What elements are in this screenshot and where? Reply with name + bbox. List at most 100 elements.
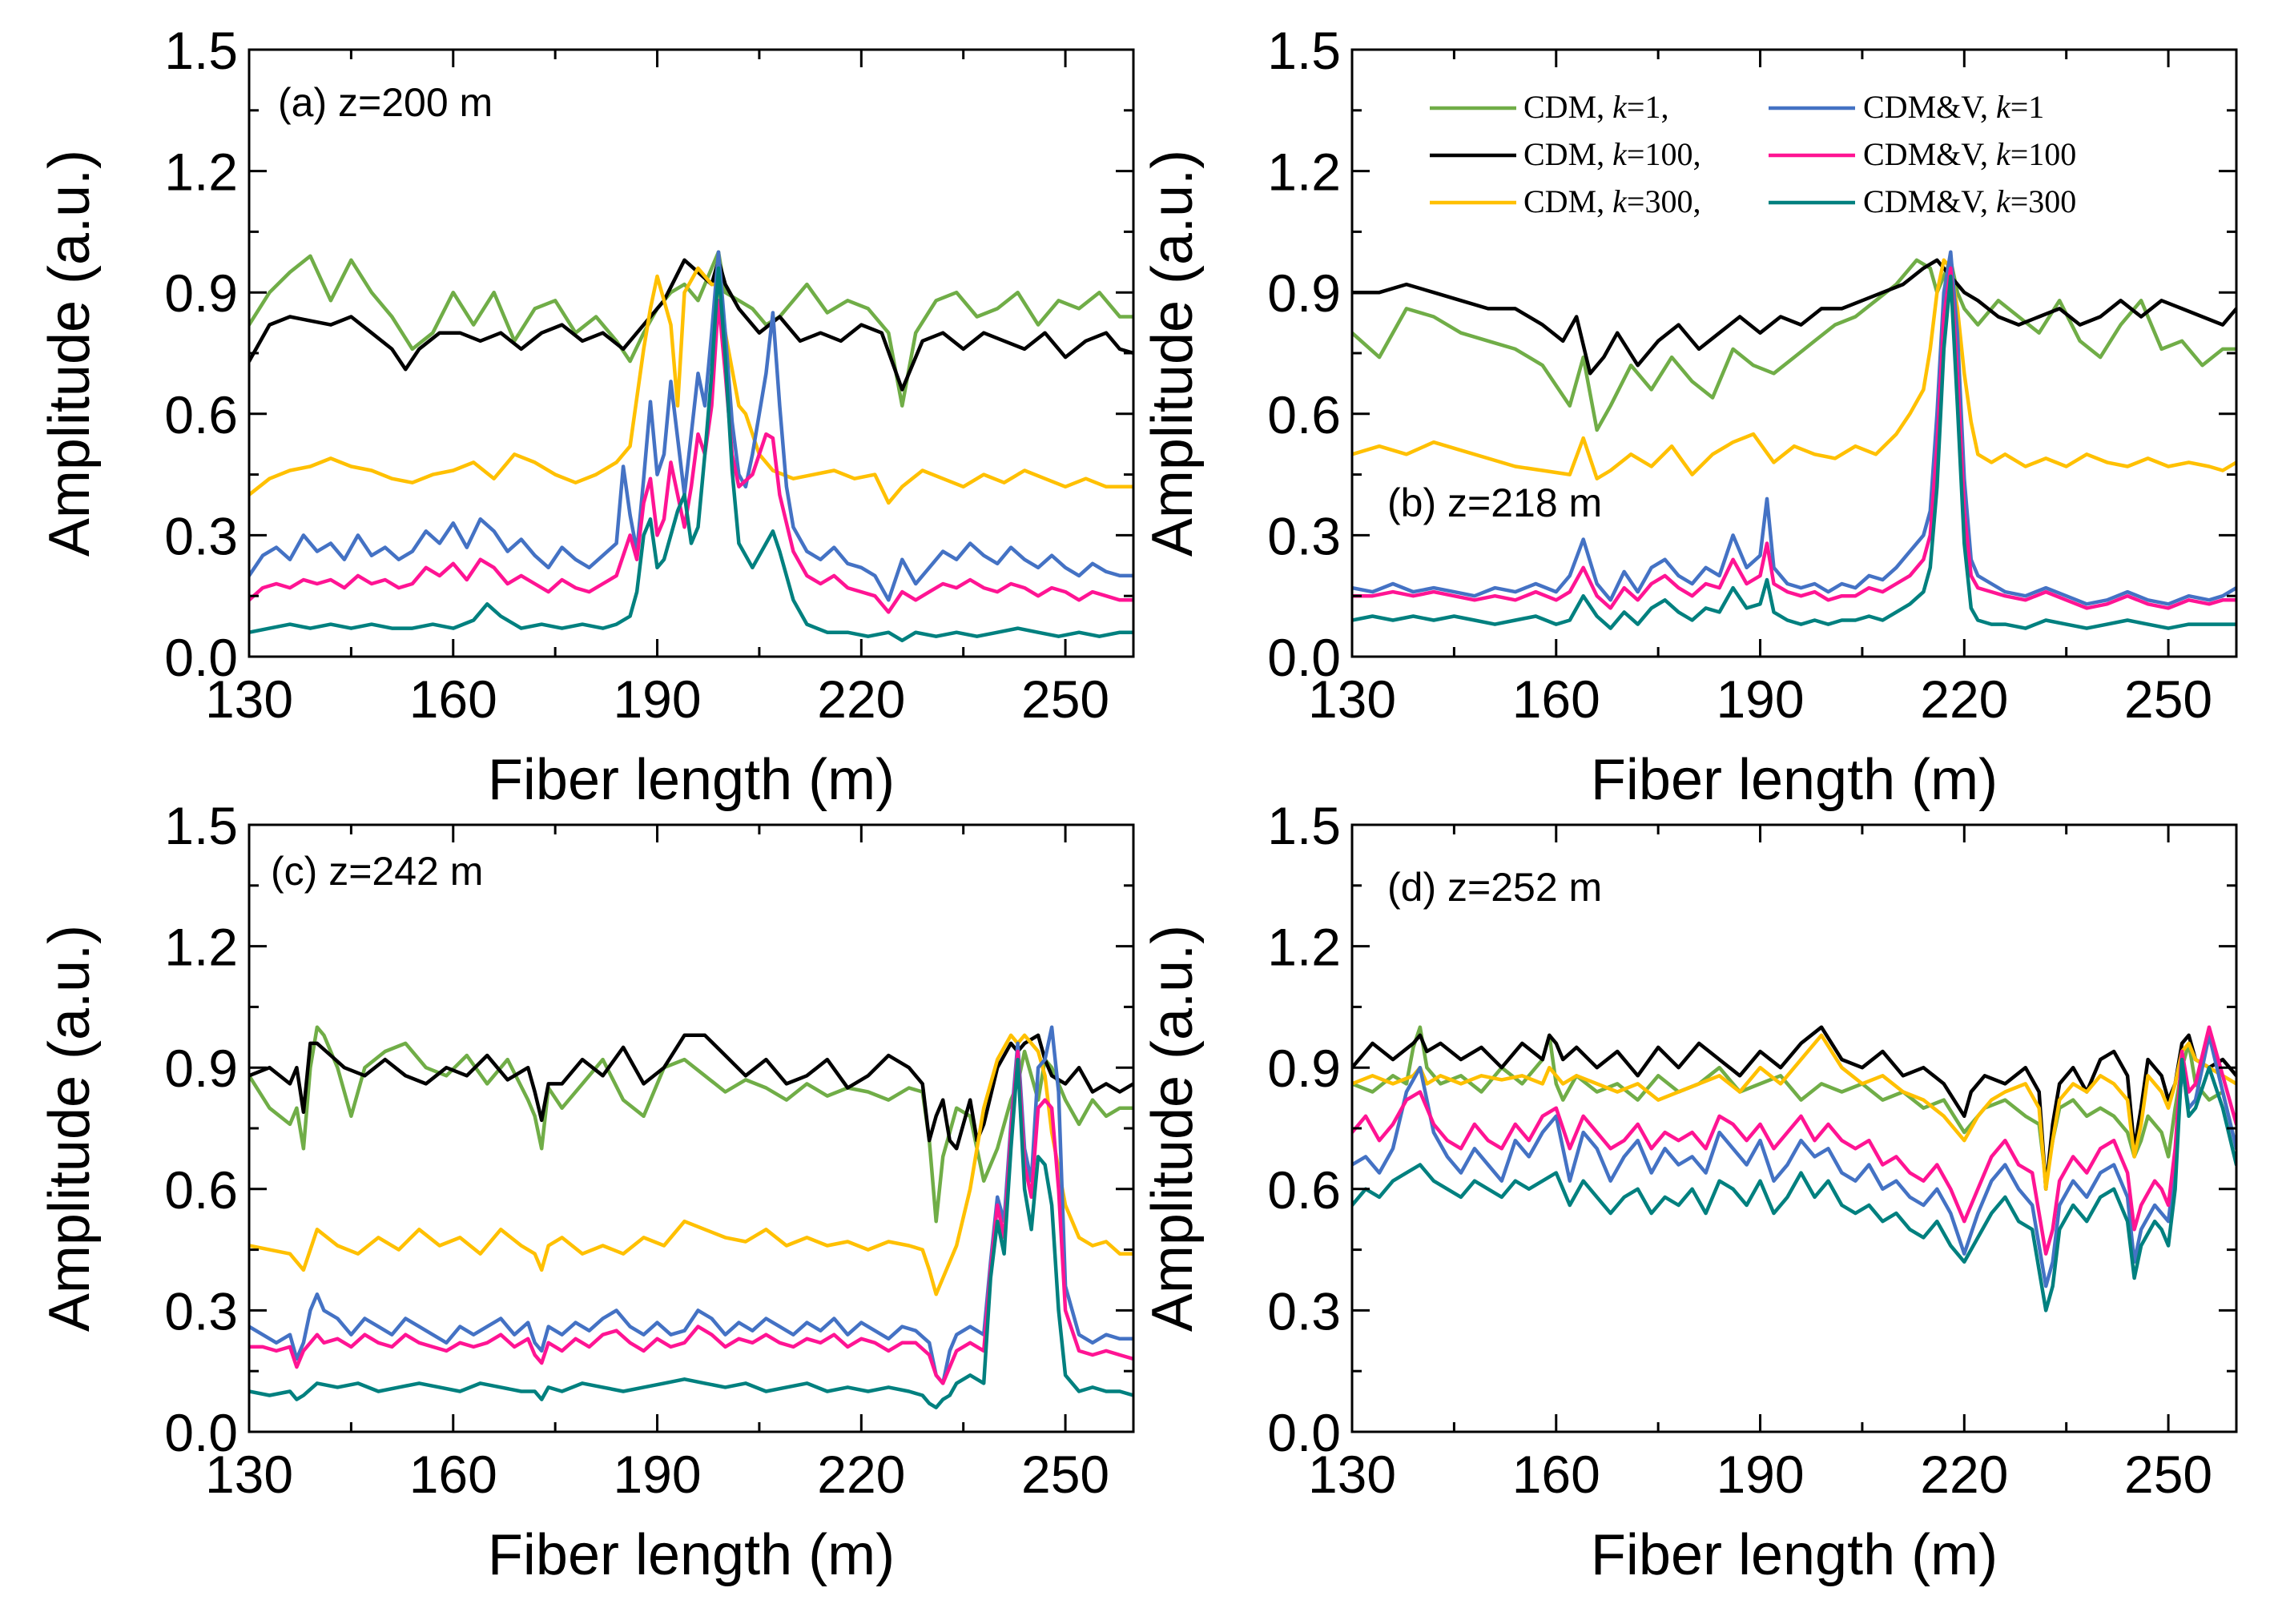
y-tick-label-a: 0.9 <box>164 263 238 323</box>
panel-a-series-group <box>249 250 1133 643</box>
series-line-b-2 <box>1352 258 2236 376</box>
legend-label-5: CDM&V, k=100 <box>1863 136 2076 172</box>
legend-label-prefix: CDM, <box>1523 136 1612 172</box>
series-line-a-6 <box>249 266 1133 643</box>
plot-frame-c <box>248 823 1135 1433</box>
legend-label-3: CDM, k=300, <box>1523 183 1700 219</box>
legend-label-suffix: =100 <box>2010 136 2077 172</box>
legend-label-1: CDM, k=1, <box>1523 89 1668 125</box>
y-tick-label-b: 0.0 <box>1267 628 1341 687</box>
legend-label-suffix: =1, <box>1627 89 1669 125</box>
y-axis-title-c: Amplitude (a.u.) <box>38 925 102 1332</box>
legend-label-prefix: CDM&V, <box>1863 89 1996 125</box>
legend-label-suffix: =300 <box>2010 183 2077 219</box>
panel-label-c: (c) z=242 m <box>271 849 483 894</box>
legend-label-prefix: CDM&V, <box>1863 136 1996 172</box>
series-line-a-3 <box>249 266 1133 505</box>
x-tick-label-b: 130 <box>1308 669 1396 729</box>
y-tick-label-a: 1.5 <box>164 21 238 80</box>
y-tick-label-c: 0.9 <box>164 1039 238 1098</box>
legend-label-prefix: CDM, <box>1523 89 1612 125</box>
series-line-b-4 <box>1352 250 2236 606</box>
y-tick-label-c: 0.3 <box>164 1281 238 1341</box>
y-tick-label-c: 0.0 <box>164 1403 238 1462</box>
panel-label-d: (d) z=252 m <box>1387 865 1602 910</box>
plot-frame-d <box>1350 823 2238 1433</box>
plot-frame-a <box>248 48 1135 658</box>
y-tick-label-b: 0.6 <box>1267 385 1341 444</box>
legend-label-suffix: =1 <box>2010 89 2045 125</box>
legend-label-k: k <box>1612 89 1628 125</box>
x-tick-label-d: 190 <box>1716 1445 1804 1504</box>
x-axis-title-d: Fiber length (m) <box>1591 1523 1998 1587</box>
x-tick-label-d: 160 <box>1512 1445 1600 1504</box>
y-tick-label-d: 0.6 <box>1267 1160 1341 1220</box>
x-tick-label-a: 160 <box>409 669 497 729</box>
panel-d: 130 160 190 220 250 0.0 0.3 0.6 0.9 1.2 1.5 Fiber l… <box>1141 796 2238 1587</box>
series-line-a-4 <box>249 250 1133 602</box>
series-line-b-1 <box>1352 258 2236 432</box>
y-tick-label-d: 0.9 <box>1267 1039 1341 1098</box>
series-line-d-3 <box>1352 1033 2236 1192</box>
y-tick-label-d: 0.3 <box>1267 1281 1341 1341</box>
y-tick-label-a: 0.6 <box>164 385 238 444</box>
y-tick-label-b: 0.3 <box>1267 506 1341 565</box>
x-tick-label-b: 250 <box>2124 669 2212 729</box>
panel-b: 130 160 190 220 250 0.0 0.3 0.6 0.9 1.2 1.5 Fiber l… <box>1141 21 2238 812</box>
x-axis-title-c: Fiber length (m) <box>488 1523 895 1587</box>
legend-label-suffix: =300, <box>1627 183 1701 219</box>
y-axis-title-b: Amplitude (a.u.) <box>1141 150 1205 557</box>
x-axis-title-b: Fiber length (m) <box>1591 748 1998 812</box>
series-line-d-5 <box>1352 1025 2236 1256</box>
series-line-a-1 <box>249 250 1133 408</box>
series-line-c-4 <box>249 1025 1133 1385</box>
panel-d-series-group <box>1352 1025 2236 1312</box>
series-line-b-5 <box>1352 266 2236 610</box>
y-tick-label-c: 0.6 <box>164 1160 238 1220</box>
y-tick-label-d: 1.5 <box>1267 796 1341 855</box>
x-tick-label-c: 250 <box>1021 1445 1109 1504</box>
x-tick-label-a: 220 <box>817 669 905 729</box>
series-line-c-5 <box>249 1049 1133 1385</box>
series-line-b-6 <box>1352 274 2236 630</box>
y-tick-label-d: 1.2 <box>1267 918 1341 977</box>
y-tick-label-b: 1.5 <box>1267 21 1341 80</box>
x-tick-label-c: 160 <box>409 1445 497 1504</box>
y-tick-label-d: 0.0 <box>1267 1403 1341 1462</box>
legend-label-k: k <box>1612 136 1628 172</box>
x-axis-title-a: Fiber length (m) <box>488 748 895 812</box>
y-tick-label-c: 1.5 <box>164 796 238 855</box>
x-tick-label-c: 130 <box>205 1445 293 1504</box>
x-tick-label-d: 250 <box>2124 1445 2212 1504</box>
legend-label-6: CDM&V, k=300 <box>1863 183 2076 219</box>
x-tick-label-a: 130 <box>205 669 293 729</box>
y-tick-label-a: 0.3 <box>164 506 238 565</box>
panel-a: 130 160 190 220 250 0.0 0.3 0.6 0.9 1.2 1.5 Fiber l… <box>38 21 1135 812</box>
legend: CDM, k=1,CDM, k=100,CDM, k=300,CDM&V, k=… <box>1430 89 2076 219</box>
x-tick-label-a: 250 <box>1021 669 1109 729</box>
x-tick-label-c: 190 <box>613 1445 701 1504</box>
legend-label-prefix: CDM, <box>1523 183 1612 219</box>
y-tick-label-b: 1.2 <box>1267 143 1341 202</box>
y-tick-label-a: 0.0 <box>164 628 238 687</box>
legend-label-k: k <box>1996 89 2011 125</box>
y-tick-label-b: 0.9 <box>1267 263 1341 323</box>
x-tick-label-a: 190 <box>613 669 701 729</box>
legend-label-k: k <box>1996 183 2011 219</box>
y-axis-title-d: Amplitude (a.u.) <box>1141 925 1205 1332</box>
panel-label-a: (a) z=200 m <box>278 80 493 125</box>
panel-c-series-group <box>249 1025 1133 1409</box>
series-line-c-6 <box>249 1057 1133 1409</box>
legend-label-prefix: CDM&V, <box>1863 183 1996 219</box>
y-tick-label-a: 1.2 <box>164 143 238 202</box>
series-line-b-3 <box>1352 258 2236 480</box>
panel-label-b: (b) z=218 m <box>1387 480 1602 525</box>
legend-label-suffix: =100, <box>1627 136 1701 172</box>
legend-label-2: CDM, k=100, <box>1523 136 1700 172</box>
x-tick-label-b: 220 <box>1920 669 2008 729</box>
series-line-d-4 <box>1352 1033 2236 1288</box>
legend-label-k: k <box>1996 136 2011 172</box>
x-tick-label-c: 220 <box>817 1445 905 1504</box>
series-line-a-5 <box>249 299 1133 614</box>
